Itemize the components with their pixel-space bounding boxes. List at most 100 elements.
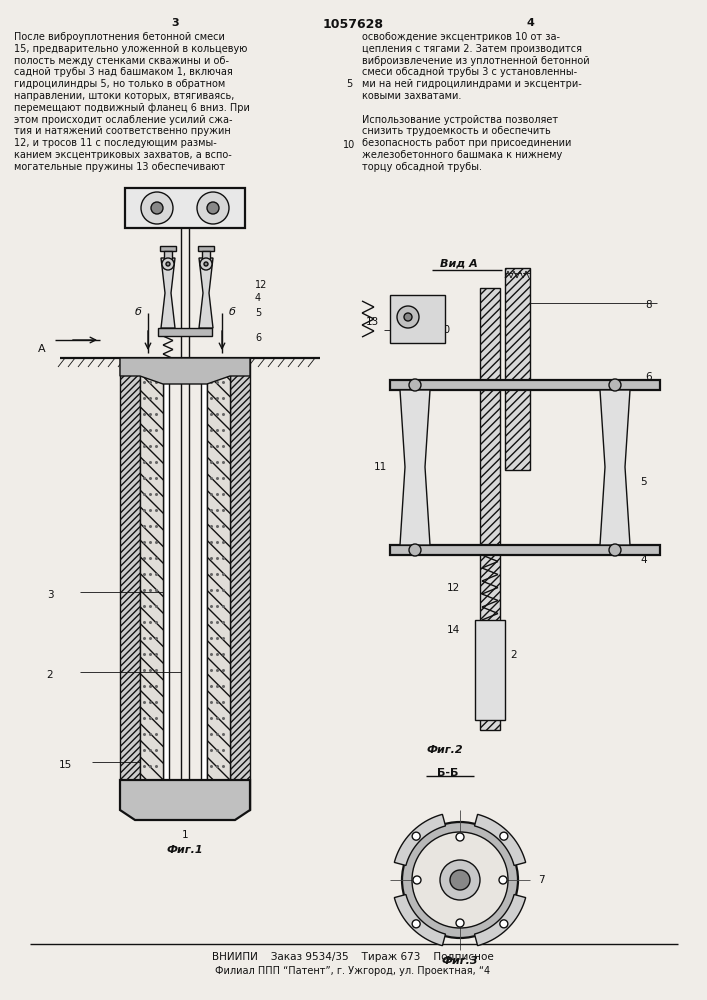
Polygon shape: [120, 780, 250, 820]
Circle shape: [412, 920, 420, 928]
Circle shape: [409, 379, 421, 391]
Text: Фиг.2: Фиг.2: [427, 745, 463, 755]
Circle shape: [207, 202, 219, 214]
Polygon shape: [400, 390, 430, 545]
Text: Вид А: Вид А: [440, 258, 478, 268]
Circle shape: [499, 876, 507, 884]
Text: железобетонного башмака к нижнему: железобетонного башмака к нижнему: [362, 150, 562, 160]
Text: 1057628: 1057628: [322, 18, 383, 31]
Bar: [120, 358, 140, 810]
Bar: [164, 251, 172, 261]
Bar: [125, 188, 245, 228]
Circle shape: [200, 258, 212, 270]
Text: 10: 10: [343, 140, 355, 150]
Text: безопасность работ при присоединении: безопасность работ при присоединении: [362, 138, 571, 148]
Text: Фиг.1: Фиг.1: [167, 845, 204, 855]
Circle shape: [141, 192, 173, 224]
Bar: [480, 288, 500, 730]
Text: 12, и тросов 11 с последующим размы-: 12, и тросов 11 с последующим размы-: [14, 138, 217, 148]
Text: цепления с тягами 2. Затем производится: цепления с тягами 2. Затем производится: [362, 44, 582, 54]
Text: б: б: [228, 307, 235, 317]
Text: 5: 5: [255, 308, 262, 318]
Bar: [140, 358, 163, 790]
Circle shape: [413, 876, 421, 884]
Circle shape: [609, 544, 621, 556]
Circle shape: [456, 919, 464, 927]
Text: 6: 6: [255, 333, 261, 343]
Polygon shape: [600, 390, 630, 545]
Text: 3: 3: [171, 18, 179, 28]
Polygon shape: [395, 894, 445, 946]
Circle shape: [397, 306, 419, 328]
Text: могательные пружины 13 обеспечивают: могательные пружины 13 обеспечивают: [14, 162, 225, 172]
Bar: [207, 358, 230, 790]
Bar: [390, 380, 660, 390]
Bar: [201, 358, 207, 790]
Text: 2: 2: [47, 670, 53, 680]
Text: А: А: [38, 344, 46, 354]
Bar: [160, 246, 176, 251]
Bar: [158, 328, 212, 336]
Bar: [390, 545, 660, 555]
Circle shape: [500, 832, 508, 840]
Circle shape: [409, 544, 421, 556]
Circle shape: [151, 202, 163, 214]
Text: 4: 4: [640, 555, 647, 565]
Text: освобождение эксцентриков 10 от за-: освобождение эксцентриков 10 от за-: [362, 32, 560, 42]
Text: 15, предварительно уложенной в кольцевую: 15, предварительно уложенной в кольцевую: [14, 44, 247, 54]
Text: полость между стенками скважины и об-: полость между стенками скважины и об-: [14, 56, 229, 66]
Circle shape: [204, 262, 208, 266]
Text: ковыми захватами.: ковыми захватами.: [362, 91, 462, 101]
Circle shape: [197, 192, 229, 224]
Text: 14: 14: [447, 625, 460, 635]
Text: ВНИИПИ    Заказ 9534/35    Тираж 673    Подписное: ВНИИПИ Заказ 9534/35 Тираж 673 Подписное: [212, 952, 494, 962]
Circle shape: [402, 822, 518, 938]
Text: направлении, штоки которых, втягиваясь,: направлении, штоки которых, втягиваясь,: [14, 91, 235, 101]
Circle shape: [404, 313, 412, 321]
Text: смеси обсадной трубы 3 с установленны-: смеси обсадной трубы 3 с установленны-: [362, 67, 577, 77]
Text: 4: 4: [526, 18, 534, 28]
Text: садной трубы 3 над башмаком 1, включая: садной трубы 3 над башмаком 1, включая: [14, 67, 233, 77]
Circle shape: [500, 920, 508, 928]
Text: 5: 5: [346, 79, 352, 89]
Text: 7: 7: [538, 875, 544, 885]
Text: 4: 4: [255, 293, 261, 303]
Text: гидроцилиндры 5, но только в обратном: гидроцилиндры 5, но только в обратном: [14, 79, 226, 89]
Text: 6: 6: [645, 372, 652, 382]
Bar: [230, 358, 250, 810]
Bar: [202, 251, 210, 261]
Bar: [198, 246, 214, 251]
Text: 1: 1: [182, 830, 188, 840]
Polygon shape: [120, 358, 250, 384]
Text: 15: 15: [59, 760, 71, 770]
Text: 12: 12: [447, 583, 460, 593]
Text: торцу обсадной трубы.: торцу обсадной трубы.: [362, 162, 482, 172]
Bar: [390, 295, 445, 343]
Text: После виброуплотнения бетонной смеси: После виброуплотнения бетонной смеси: [14, 32, 225, 42]
Circle shape: [440, 860, 480, 900]
Bar: [163, 358, 169, 790]
Text: тия и натяжений соответственно пружин: тия и натяжений соответственно пружин: [14, 126, 230, 136]
Text: виброизвлечение из уплотненной бетонной: виброизвлечение из уплотненной бетонной: [362, 56, 590, 66]
Text: 5: 5: [640, 477, 647, 487]
Text: перемещают подвижный фланец 6 вниз. При: перемещают подвижный фланец 6 вниз. При: [14, 103, 250, 113]
Text: этом происходит ослабление усилий сжа-: этом происходит ослабление усилий сжа-: [14, 115, 233, 125]
Text: 2: 2: [510, 650, 517, 660]
Text: 12: 12: [255, 280, 267, 290]
Bar: [505, 268, 530, 470]
Text: 10: 10: [438, 325, 451, 335]
Circle shape: [166, 262, 170, 266]
Circle shape: [162, 258, 174, 270]
Polygon shape: [474, 814, 526, 866]
Polygon shape: [161, 258, 175, 328]
Circle shape: [412, 832, 508, 928]
Circle shape: [456, 833, 464, 841]
Text: 13: 13: [366, 317, 379, 327]
Circle shape: [412, 832, 420, 840]
Polygon shape: [395, 814, 445, 866]
Bar: [475, 620, 505, 720]
Text: Филиал ППП “Патент”, г. Ужгород, ул. Проектная, “4: Филиал ППП “Патент”, г. Ужгород, ул. Про…: [216, 966, 491, 976]
Text: 9: 9: [416, 325, 423, 335]
Text: канием эксцентриковых захватов, а вспо-: канием эксцентриковых захватов, а вспо-: [14, 150, 232, 160]
Circle shape: [450, 870, 470, 890]
